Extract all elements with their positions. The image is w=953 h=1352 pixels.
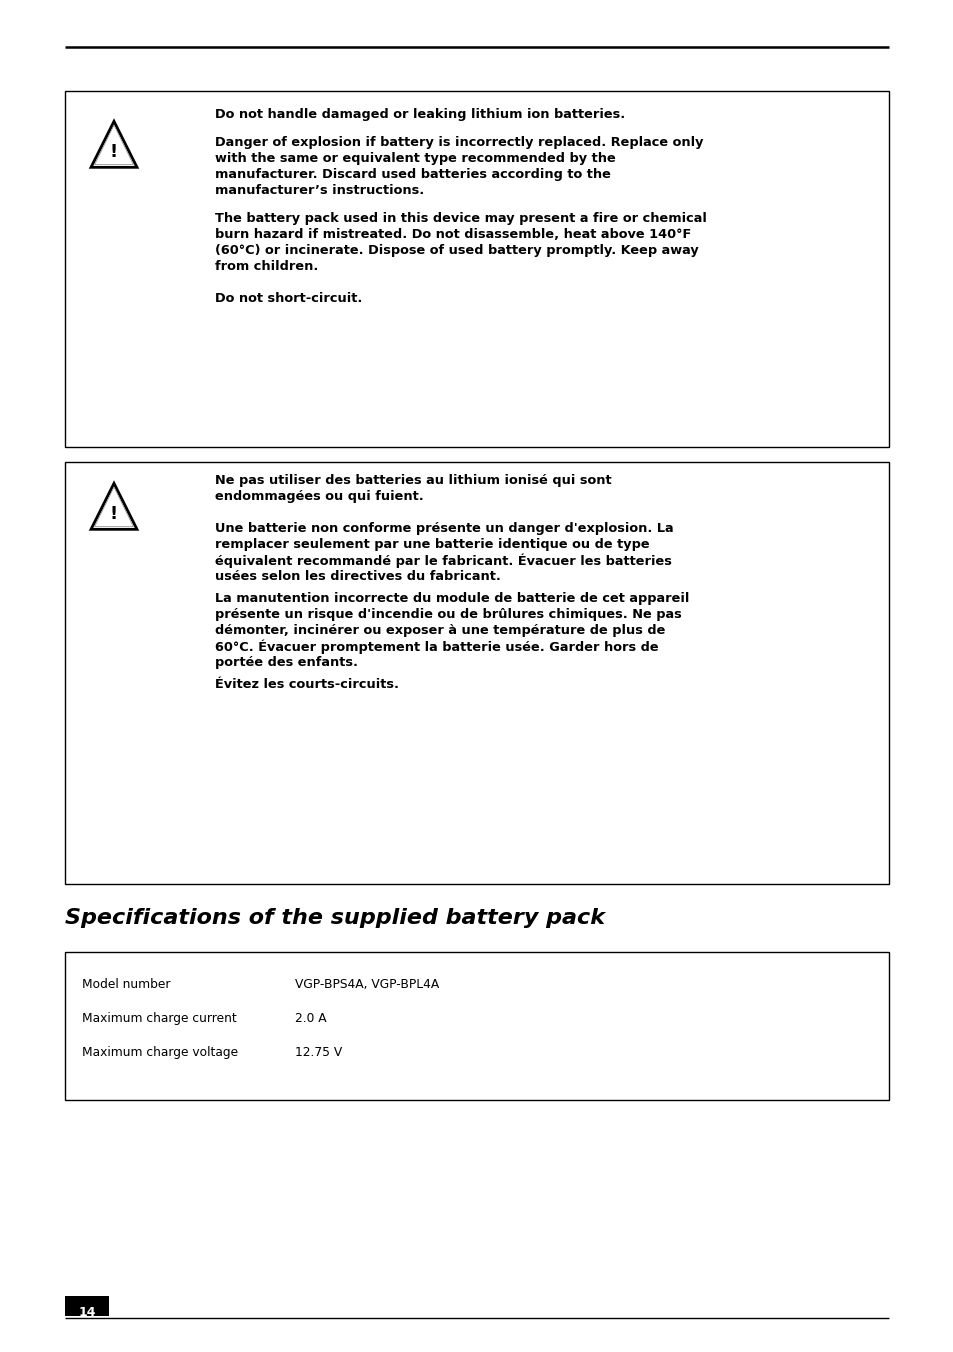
Text: démonter, incinérer ou exposer à une température de plus de: démonter, incinérer ou exposer à une tem… [214,625,664,637]
Bar [65,952,888,1101]
Text: !: ! [110,506,118,523]
Text: remplacer seulement par une batterie identique ou de type: remplacer seulement par une batterie ide… [214,538,649,552]
Text: Maximum charge voltage: Maximum charge voltage [82,1046,238,1059]
Text: présente un risque d'incendie ou de brûlures chimiques. Ne pas: présente un risque d'incendie ou de brûl… [214,608,681,621]
Text: Model number: Model number [82,977,171,991]
Text: Évitez les courts-circuits.: Évitez les courts-circuits. [214,677,398,691]
Text: manufacturer. Discard used batteries according to the: manufacturer. Discard used batteries acc… [214,168,610,181]
Text: portée des enfants.: portée des enfants. [214,656,357,669]
Text: with the same or equivalent type recommended by the: with the same or equivalent type recomme… [214,151,615,165]
Text: équivalent recommandé par le fabricant. Évacuer les batteries: équivalent recommandé par le fabricant. … [214,554,671,568]
Text: from children.: from children. [214,260,318,273]
Text: 14: 14 [78,1306,95,1320]
Text: Ne pas utiliser des batteries au lithium ionisé qui sont: Ne pas utiliser des batteries au lithium… [214,475,611,487]
Text: burn hazard if mistreated. Do not disassemble, heat above 140°F: burn hazard if mistreated. Do not disass… [214,228,691,241]
Text: !: ! [110,143,118,161]
Text: 2.0 A: 2.0 A [294,1013,326,1025]
Bar [65,91,888,448]
Text: (60°C) or incinerate. Dispose of used battery promptly. Keep away: (60°C) or incinerate. Dispose of used ba… [214,243,698,257]
Text: Do not handle damaged or leaking lithium ion batteries.: Do not handle damaged or leaking lithium… [214,108,624,120]
Text: 12.75 V: 12.75 V [294,1046,342,1059]
Text: VGP-BPS4A, VGP-BPL4A: VGP-BPS4A, VGP-BPL4A [294,977,438,991]
Text: usées selon les directives du fabricant.: usées selon les directives du fabricant. [214,571,500,583]
Text: The battery pack used in this device may present a fire or chemical: The battery pack used in this device may… [214,212,706,224]
Text: Maximum charge current: Maximum charge current [82,1013,236,1025]
Bar [65,1297,109,1315]
Text: endommagées ou qui fuient.: endommagées ou qui fuient. [214,489,423,503]
Text: Une batterie non conforme présente un danger d'explosion. La: Une batterie non conforme présente un da… [214,522,673,535]
Text: manufacturer’s instructions.: manufacturer’s instructions. [214,184,424,197]
Bar [65,462,888,884]
Text: Specifications of the supplied battery pack: Specifications of the supplied battery p… [65,909,604,927]
Text: Danger of explosion if battery is incorrectly replaced. Replace only: Danger of explosion if battery is incorr… [214,137,702,149]
Text: La manutention incorrecte du module de batterie de cet appareil: La manutention incorrecte du module de b… [214,592,689,604]
Text: Do not short-circuit.: Do not short-circuit. [214,292,362,306]
Text: 60°C. Évacuer promptement la batterie usée. Garder hors de: 60°C. Évacuer promptement la batterie us… [214,639,658,654]
